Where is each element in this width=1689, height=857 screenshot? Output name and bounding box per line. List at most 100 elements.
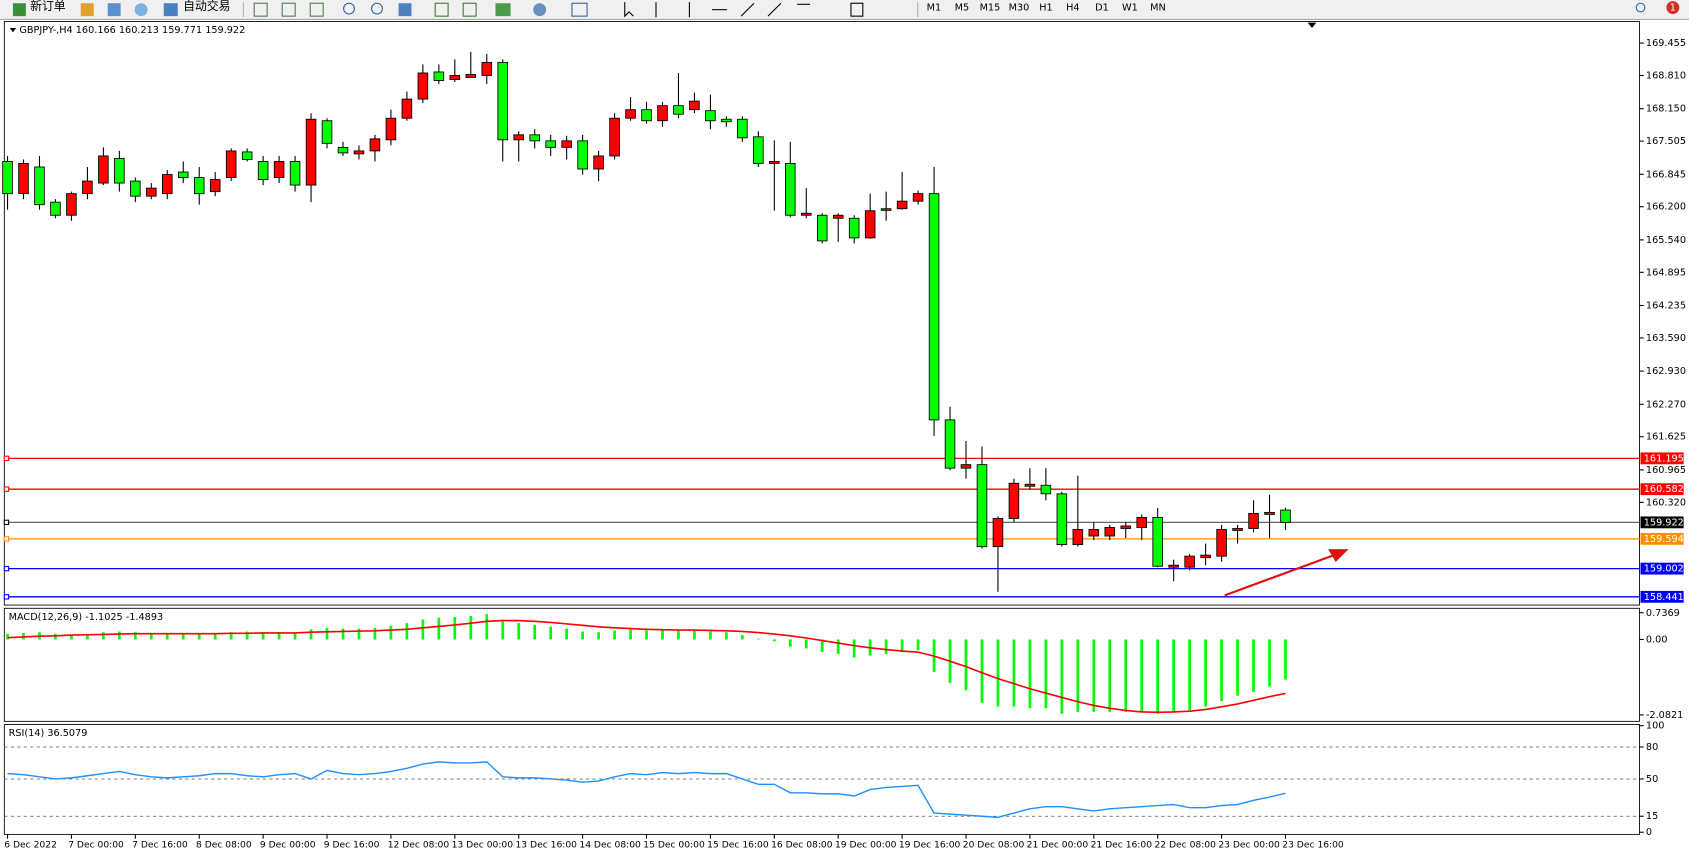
candle-body: [1056, 493, 1068, 546]
icon[interactable]: [80, 3, 94, 17]
level-handle: [3, 519, 10, 526]
indicator-title: MACD(12,26,9) -1.1025 -1.4893: [9, 612, 164, 623]
candle-body: [625, 109, 636, 119]
timeframe-button[interactable]: MN: [1150, 3, 1166, 14]
x-tick-label: 19 Dec 16:00: [899, 841, 961, 851]
candle-body: [1184, 555, 1195, 568]
level-label-bg: [1640, 590, 1684, 603]
notification[interactable]: [1666, 1, 1680, 14]
y-tick-label: 168.150: [1646, 104, 1686, 115]
candle-body: [257, 161, 269, 180]
y-tick-label: 0: [1646, 827, 1652, 838]
icon[interactable]: [107, 3, 121, 17]
notification-count: 1: [1670, 3, 1676, 14]
icon[interactable]: [495, 3, 511, 17]
search[interactable]: [1635, 2, 1646, 13]
timeframe-button[interactable]: D1: [1095, 3, 1109, 14]
candle-body: [753, 136, 764, 164]
level-label-bg: [1640, 516, 1684, 529]
x-tick-label: 13 Dec 00:00: [452, 841, 514, 851]
timeframe-button[interactable]: H4: [1066, 3, 1079, 14]
candle-body: [864, 210, 876, 239]
x-tick-label: 9 Dec 00:00: [260, 841, 316, 851]
timeframe-button[interactable]: H1: [1039, 3, 1052, 14]
macd-panel: [3, 607, 1640, 722]
candle-body: [992, 518, 1004, 548]
candle-body: [673, 105, 684, 115]
candle-body: [146, 187, 157, 197]
candle-body: [960, 464, 972, 469]
icon[interactable]: [281, 2, 296, 17]
x-tick-label: 23 Dec 16:00: [1282, 841, 1344, 851]
candle-body: [1232, 528, 1243, 531]
new-order-button[interactable]: 新订单: [30, 0, 66, 13]
candle-body: [481, 61, 493, 76]
icon[interactable]: [462, 2, 477, 17]
candle-body: [832, 214, 844, 219]
rsi-panel: [3, 724, 1640, 835]
y-tick-label: 169.455: [1646, 38, 1686, 49]
timeframe-button[interactable]: M5: [955, 3, 970, 14]
candle-body: [928, 193, 940, 421]
auto-trading-icon[interactable]: [163, 3, 178, 17]
candle-body: [545, 140, 556, 148]
signal-line: [7, 619, 1286, 714]
icon[interactable]: [571, 2, 588, 17]
y-tick-label: 162.930: [1646, 366, 1686, 377]
candle-body: [18, 163, 29, 195]
candle-body: [1136, 517, 1148, 528]
x-tick-label: 15 Dec 16:00: [707, 841, 769, 851]
level-handle: [3, 455, 10, 462]
timeframe-button[interactable]: W1: [1122, 3, 1138, 14]
x-tick-label: 12 Dec 08:00: [388, 841, 450, 851]
zoom-in[interactable]: [343, 2, 355, 15]
candle-body: [289, 161, 301, 186]
candle-body: [225, 150, 237, 178]
candle-body: [769, 161, 780, 164]
timeframe-button[interactable]: M30: [1009, 3, 1030, 14]
candle-body: [944, 419, 956, 469]
candle-body: [114, 158, 125, 184]
y-tick-label: 166.845: [1646, 169, 1686, 180]
level-label: 158.441: [1644, 592, 1684, 603]
x-tick-label: 23 Dec 00:00: [1218, 841, 1280, 851]
candle-body: [609, 117, 620, 157]
candle-body: [417, 72, 429, 100]
candle-body: [1264, 511, 1275, 515]
icon[interactable]: [434, 2, 449, 17]
y-tick-label: 164.895: [1646, 267, 1686, 278]
level-label-bg: [1640, 562, 1684, 575]
auto-trading-button[interactable]: 自动交易: [183, 0, 230, 13]
new-order-icon[interactable]: [12, 3, 26, 17]
candle-body: [98, 155, 109, 184]
y-tick-label: 160.320: [1646, 497, 1686, 508]
candle-body: [1072, 529, 1084, 546]
candle-body: [449, 75, 461, 80]
icon[interactable]: [398, 3, 412, 17]
icon[interactable]: [253, 2, 268, 17]
candle-body: [689, 100, 700, 111]
icon[interactable]: [533, 3, 547, 17]
zoom-out[interactable]: [371, 2, 383, 15]
icon[interactable]: [134, 3, 148, 17]
timeframes: M1 M5 M15 M30 H1 H4 D1 W1 MN: [927, 3, 1166, 14]
text-tool[interactable]: [850, 2, 864, 17]
x-tick-label: 13 Dec 16:00: [515, 841, 577, 851]
x-tick-label: 21 Dec 00:00: [1027, 841, 1089, 851]
timeframe-button[interactable]: M15: [980, 3, 1001, 14]
candle-body: [529, 134, 540, 142]
candle-body: [241, 151, 253, 160]
trendline-tool[interactable]: [740, 2, 755, 17]
candle-body: [785, 163, 796, 216]
y-tick-label: 100: [1646, 721, 1665, 732]
toolbar-bg: [0, 0, 1689, 20]
icon[interactable]: [309, 2, 324, 17]
candle-body: [385, 117, 397, 141]
timeframe-button[interactable]: M1: [927, 3, 942, 14]
cursor-tool[interactable]: [624, 2, 634, 18]
candle-body: [321, 120, 333, 144]
candle-body: [369, 138, 381, 152]
channel-tool[interactable]: [767, 2, 782, 17]
